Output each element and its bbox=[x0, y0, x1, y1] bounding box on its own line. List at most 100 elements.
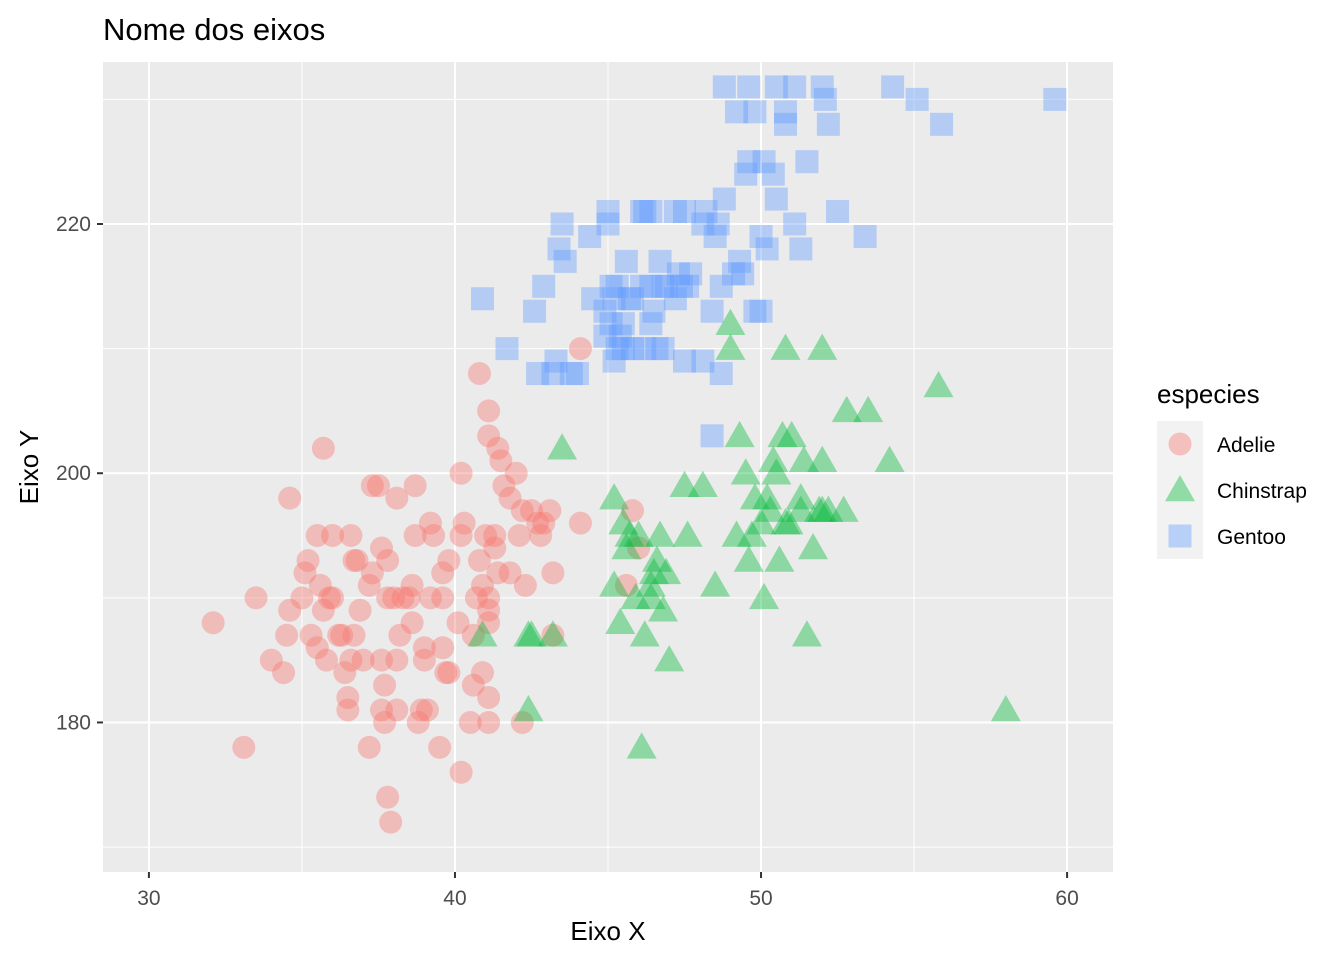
series-adelie bbox=[201, 337, 651, 834]
data-point bbox=[654, 274, 678, 298]
data-point bbox=[611, 533, 642, 560]
data-point bbox=[373, 710, 397, 734]
data-point bbox=[272, 661, 296, 685]
data-point bbox=[620, 582, 651, 610]
data-point bbox=[495, 337, 519, 361]
y-axis-title: Eixo Y bbox=[14, 430, 44, 505]
data-point bbox=[673, 200, 697, 224]
data-point bbox=[593, 324, 617, 348]
data-point bbox=[764, 75, 788, 99]
axis-ticks: 30 40 50 60 180 200 220 bbox=[56, 213, 1079, 910]
data-point bbox=[807, 495, 838, 522]
data-point bbox=[486, 436, 510, 460]
data-point bbox=[749, 582, 780, 610]
data-point bbox=[605, 274, 629, 298]
data-point bbox=[409, 698, 433, 722]
data-point bbox=[831, 395, 862, 423]
data-point bbox=[721, 262, 745, 286]
data-point bbox=[537, 620, 568, 647]
data-point bbox=[376, 785, 400, 809]
data-point bbox=[477, 611, 501, 635]
data-point bbox=[721, 520, 752, 547]
data-point bbox=[516, 620, 547, 647]
data-point bbox=[400, 573, 424, 597]
data-point bbox=[504, 461, 528, 485]
data-point bbox=[807, 445, 838, 473]
data-point bbox=[639, 200, 663, 224]
data-point bbox=[645, 337, 669, 361]
data-point bbox=[736, 520, 767, 547]
data-point bbox=[278, 598, 302, 622]
data-point bbox=[431, 561, 455, 585]
data-point bbox=[388, 623, 412, 647]
data-point bbox=[608, 508, 639, 535]
data-point bbox=[541, 362, 565, 386]
data-point bbox=[565, 362, 589, 386]
data-point bbox=[290, 586, 314, 610]
data-point bbox=[774, 112, 798, 136]
data-point bbox=[293, 561, 317, 585]
y-tick-label: 180 bbox=[56, 711, 91, 734]
data-point bbox=[651, 274, 675, 298]
data-point bbox=[458, 710, 482, 734]
data-point bbox=[620, 499, 644, 523]
data-point bbox=[755, 495, 786, 522]
data-point bbox=[623, 520, 654, 547]
data-point bbox=[712, 75, 736, 99]
data-point bbox=[311, 436, 335, 460]
data-point bbox=[397, 586, 421, 610]
data-point bbox=[385, 486, 409, 510]
data-point bbox=[746, 508, 777, 535]
data-point bbox=[725, 100, 749, 124]
x-tick-label: 50 bbox=[749, 887, 772, 910]
data-point bbox=[783, 75, 807, 99]
data-point bbox=[691, 349, 715, 373]
data-point bbox=[810, 75, 834, 99]
data-point bbox=[406, 710, 430, 734]
data-point bbox=[327, 623, 351, 647]
data-point bbox=[232, 735, 256, 759]
data-point bbox=[391, 586, 415, 610]
data-point bbox=[813, 87, 837, 111]
data-point bbox=[449, 461, 473, 485]
data-point bbox=[629, 620, 660, 647]
data-point bbox=[923, 371, 954, 398]
data-point bbox=[342, 548, 366, 572]
data-point bbox=[602, 287, 626, 311]
data-point bbox=[663, 200, 687, 224]
data-point bbox=[357, 573, 381, 597]
data-point bbox=[336, 698, 360, 722]
data-point bbox=[764, 545, 795, 572]
data-point bbox=[874, 445, 905, 473]
data-point bbox=[596, 212, 620, 236]
data-point bbox=[376, 586, 400, 610]
data-point bbox=[498, 561, 522, 585]
data-point bbox=[728, 249, 752, 273]
data-point bbox=[379, 810, 403, 834]
data-point bbox=[798, 533, 829, 560]
data-point bbox=[639, 274, 663, 298]
data-point bbox=[633, 337, 657, 361]
data-point bbox=[789, 237, 813, 261]
data-point bbox=[385, 698, 409, 722]
data-point bbox=[523, 299, 547, 323]
data-point bbox=[730, 458, 761, 485]
data-point bbox=[853, 395, 884, 423]
data-point bbox=[663, 287, 687, 311]
data-point bbox=[452, 511, 476, 535]
data-point bbox=[712, 187, 736, 211]
legend-key-background bbox=[1157, 513, 1203, 559]
data-point bbox=[305, 636, 329, 660]
data-point bbox=[620, 337, 644, 361]
data-point bbox=[648, 595, 679, 622]
legend-title: especies bbox=[1157, 379, 1260, 409]
data-point bbox=[651, 557, 682, 585]
data-point bbox=[382, 586, 406, 610]
data-point bbox=[366, 474, 390, 498]
data-point bbox=[348, 598, 372, 622]
data-point bbox=[373, 673, 397, 697]
data-point bbox=[446, 611, 470, 635]
data-point bbox=[333, 661, 357, 685]
data-point bbox=[492, 474, 516, 498]
data-point bbox=[638, 557, 669, 585]
